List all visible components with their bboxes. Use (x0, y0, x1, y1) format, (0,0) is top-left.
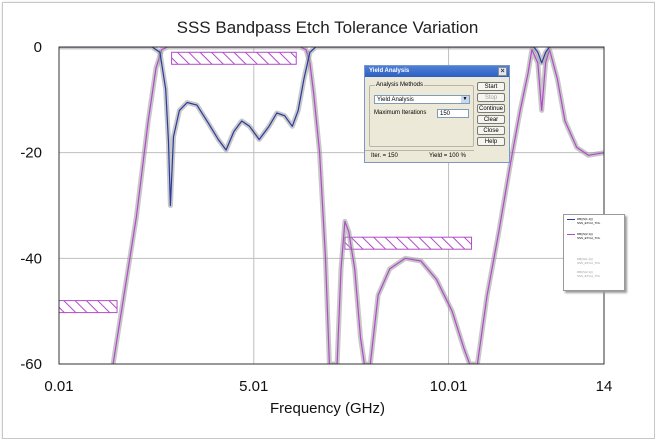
status-iterations: Iter. = 150 (371, 153, 398, 159)
start-button[interactable]: Start (477, 82, 505, 91)
stop-button[interactable]: Stop (477, 93, 505, 102)
analysis-method-select[interactable]: Yield Analysis ▼ (374, 95, 470, 104)
x-axis-label: Frequency (GHz) (269, 400, 386, 417)
analysis-methods-label: Analysis Methods (375, 82, 425, 88)
spec-mask (344, 236, 473, 250)
y-tick-label: -60 (20, 356, 42, 373)
legend-series-sub: SSS_ETCH_TOL (577, 261, 601, 265)
legend-series-name: DB(|S(1,1)|) (577, 257, 593, 261)
x-tick-label: 14 (596, 378, 613, 395)
y-tick-label: 0 (34, 39, 42, 56)
chevron-down-icon[interactable]: ▼ (461, 96, 469, 103)
legend-swatch (567, 234, 575, 235)
legend-swatch (567, 219, 575, 220)
close-button[interactable]: Close (477, 126, 505, 135)
spec-mask (59, 300, 118, 314)
status-yield: Yield = 100 % (429, 153, 466, 159)
clear-button[interactable]: Clear (477, 115, 505, 124)
help-button[interactable]: Help (477, 137, 505, 146)
max-iterations-label: Maximum Iterations (374, 110, 427, 116)
y-tick-label: -20 (20, 145, 42, 162)
legend-series-name: DB(|S(1,1)|) (577, 217, 593, 221)
legend-series-sub: SSS_ETCH_TOL (577, 236, 601, 240)
analysis-methods-group: Analysis Methods Yield Analysis ▼ Maximu… (369, 82, 474, 147)
plot-border (58, 46, 605, 365)
legend-series-sub: SSS_ETCH_TOL (577, 274, 601, 278)
spec-mask (171, 51, 297, 65)
dialog-title: Yield Analysis (369, 68, 410, 74)
dialog-close-button[interactable]: × (498, 67, 507, 76)
yield-analysis-dialog: Yield Analysis × Analysis Methods Yield … (364, 65, 510, 163)
x-tick-label: 10.01 (430, 378, 468, 395)
continue-button[interactable]: Continue (477, 104, 505, 113)
max-iterations-input[interactable]: 150 (437, 109, 469, 118)
y-tick-label: -40 (20, 250, 42, 267)
dialog-titlebar[interactable]: Yield Analysis × (365, 66, 509, 77)
legend: DB(|S(1,1)|) SSS_ETCH_TOL DB(|S(2,1)|) S… (563, 214, 625, 291)
series-line (112, 47, 604, 364)
legend-series-name: DB(|S(2,1)|) (577, 270, 593, 274)
legend-series-sub: SSS_ETCH_TOL (577, 221, 601, 225)
series-line (59, 47, 604, 207)
legend-series-name: DB(|S(2,1)|) (577, 232, 593, 236)
dialog-status-bar: Iter. = 150 Yield = 100 % (365, 150, 474, 162)
series-lines (59, 47, 604, 364)
analysis-method-value: Yield Analysis (377, 97, 414, 103)
chart-title: SSS Bandpass Etch Tolerance Variation (176, 18, 479, 37)
x-tick-label: 5.01 (239, 378, 268, 395)
tick-labels: 0.01 5.01 10.01 14 0 -20 -40 -60 (20, 39, 612, 395)
x-tick-label: 0.01 (44, 378, 73, 395)
